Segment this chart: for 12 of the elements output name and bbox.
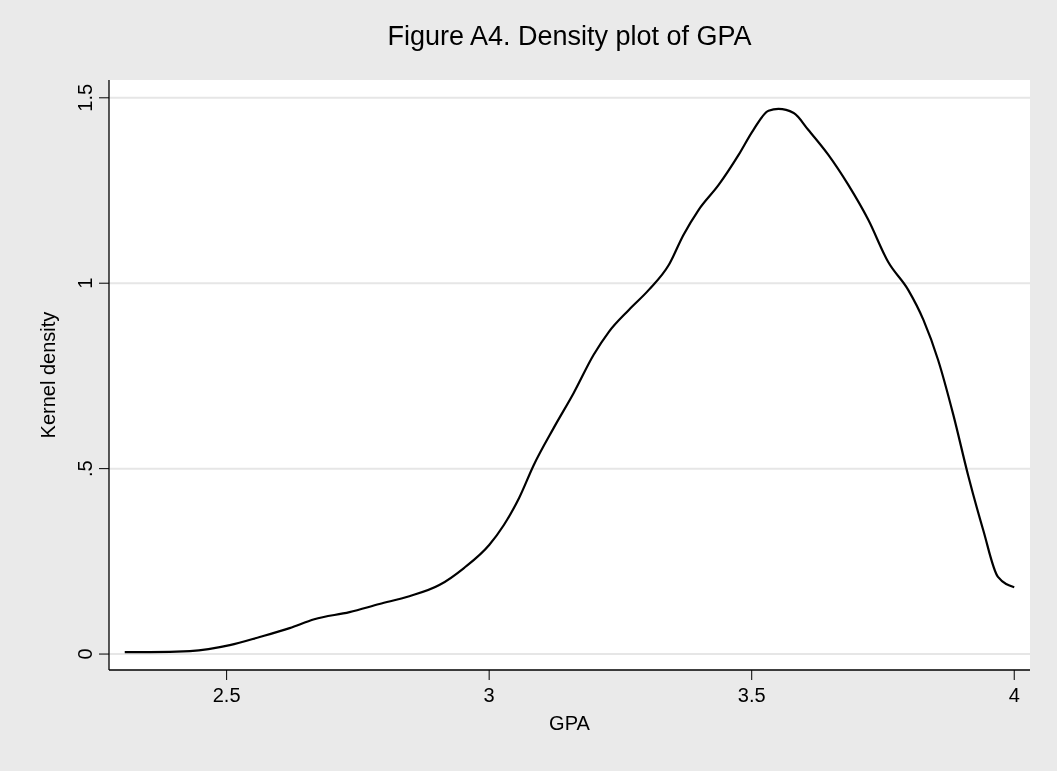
line-series (123, 107, 1016, 654)
chart-title: Figure A4. Density plot of GPA (387, 21, 752, 51)
x-tick-label: 3 (483, 684, 495, 706)
x-axis-title: GPA (549, 712, 591, 734)
y-tick-label: .5 (74, 460, 96, 477)
y-tick-label: 1 (74, 277, 96, 289)
x-tick-label: 4 (1008, 684, 1020, 706)
y-tick-label: 1.5 (74, 83, 96, 112)
x-tick-label: 2.5 (212, 684, 241, 706)
y-tick-label: 0 (74, 648, 96, 660)
x-tick-label: 3.5 (737, 684, 766, 706)
y-axis-title: Kernel density (37, 311, 59, 439)
